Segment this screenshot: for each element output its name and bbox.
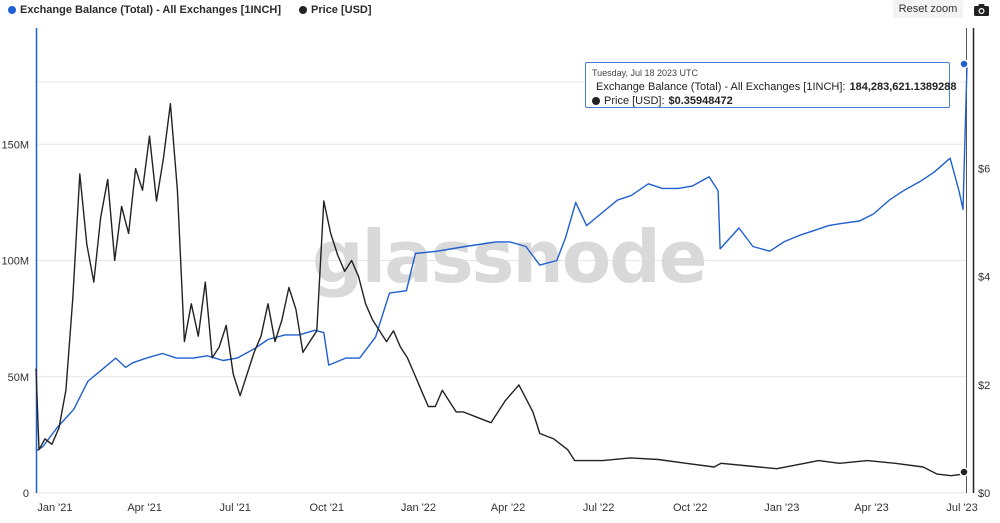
reset-zoom-button[interactable]: Reset zoom xyxy=(893,0,963,18)
y-right-tick-label: $0 xyxy=(978,488,990,500)
y-left-tick-label: 0 xyxy=(23,488,29,500)
x-tick-label: Jan '21 xyxy=(37,502,72,514)
y-left-tick-label: 50M xyxy=(8,372,29,384)
x-tick-label: Jul '22 xyxy=(583,502,614,514)
x-tick-label: Apr '23 xyxy=(854,502,889,514)
series-lines xyxy=(35,65,968,477)
legend-dot-exchange-balance xyxy=(8,6,16,14)
x-tick-label: Jan '22 xyxy=(401,502,436,514)
legend-item-price[interactable]: Price [USD] xyxy=(299,4,372,16)
watermark: glassnode xyxy=(312,215,706,299)
hover-marker-price xyxy=(959,467,969,477)
tooltip-row-price: Price [USD]: $0.35948472 xyxy=(592,94,943,108)
y-left-tick-label: 100M xyxy=(1,256,29,268)
right-y-axis: $0 $2 $4 $6 xyxy=(978,164,990,500)
tooltip-balance-value: 184,283,621.1389288 xyxy=(849,81,957,93)
tooltip-row-balance: Exchange Balance (Total) - All Exchanges… xyxy=(592,80,957,94)
x-tick-label: Apr '21 xyxy=(127,502,162,514)
chart-legend: Exchange Balance (Total) - All Exchanges… xyxy=(8,4,372,16)
y-right-tick-label: $2 xyxy=(978,380,990,392)
left-y-axis: 0 50M 100M 150M xyxy=(1,139,29,500)
x-tick-label: Oct '22 xyxy=(673,502,708,514)
tooltip-dot-price xyxy=(592,97,600,105)
tooltip-price-label: Price [USD]: xyxy=(604,95,665,107)
legend-label-price: Price [USD] xyxy=(311,4,372,16)
tooltip-balance-label: Exchange Balance (Total) - All Exchanges… xyxy=(596,81,846,93)
hover-marker-balance xyxy=(959,59,969,69)
y-right-tick-label: $6 xyxy=(978,164,990,176)
legend-label-exchange-balance: Exchange Balance (Total) - All Exchanges… xyxy=(20,4,282,16)
tooltip-date: Tuesday, Jul 18 2023 UTC xyxy=(592,68,699,78)
x-tick-label: Oct '21 xyxy=(310,502,345,514)
x-tick-label: Jan '23 xyxy=(764,502,799,514)
x-tick-label: Apr '22 xyxy=(491,502,526,514)
x-axis: Jan '21 Apr '21 Jul '21 Oct '21 Jan '22 Apr '… xyxy=(37,502,977,514)
x-tick-label: Jul '21 xyxy=(219,502,250,514)
tooltip-price-value: $0.35948472 xyxy=(668,95,733,107)
y-right-tick-label: $4 xyxy=(978,272,990,284)
legend-dot-price xyxy=(299,6,308,14)
series-line-price xyxy=(35,102,968,477)
camera-icon-glyph xyxy=(973,3,989,16)
legend-item-exchange-balance[interactable]: Exchange Balance (Total) - All Exchanges… xyxy=(8,4,281,16)
tooltip: Tuesday, Jul 18 2023 UTC Exchange Balanc… xyxy=(585,62,957,108)
series-line-exchange-balance xyxy=(35,65,968,452)
x-tick-label: Jul '23 xyxy=(946,502,977,514)
camera-icon[interactable] xyxy=(972,2,990,17)
y-left-tick-label: 150M xyxy=(1,139,29,151)
